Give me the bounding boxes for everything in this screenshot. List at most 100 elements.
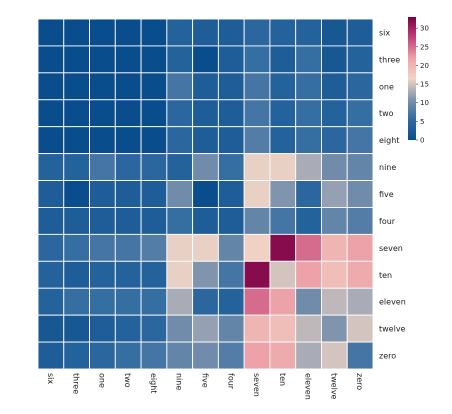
heatmap-cell-three-eleven (295, 45, 322, 74)
heatmap-cell-seven-four (217, 233, 245, 262)
heatmap-cell-three-ten (269, 45, 297, 74)
heatmap-cell-seven-three (63, 233, 90, 262)
heatmap-cell-two-one (89, 99, 116, 128)
heatmap-cell-one-six (37, 72, 65, 101)
row-label-six: six (379, 28, 390, 37)
heatmap-cell-zero-six (37, 341, 65, 370)
heatmap-cell-five-seven (243, 180, 271, 208)
heatmap-cell-twelve-five (192, 314, 219, 343)
colorbar-tick-label: 25 (420, 43, 429, 51)
heatmap-cell-one-zero (346, 72, 374, 101)
heatmap-cell-seven-one (89, 233, 116, 262)
heatmap-cell-five-zero (346, 180, 374, 208)
heatmap-cell-eight-twelve (321, 126, 348, 155)
heatmap-cell-eight-six (37, 126, 65, 155)
heatmap-cell-seven-seven (243, 233, 271, 262)
heatmap-cell-four-seven (243, 207, 271, 235)
row-label-eight: eight (379, 136, 399, 145)
row-label-nine: nine (379, 163, 396, 172)
heatmap-cell-six-ten (269, 18, 297, 47)
row-label-four: four (379, 217, 396, 226)
heatmap-cell-zero-two (114, 341, 142, 370)
heatmap-cell-nine-nine (166, 153, 194, 181)
heatmap-cell-six-two (114, 18, 142, 47)
column-label-five: five (201, 373, 210, 388)
heatmap-cell-eight-three (63, 126, 90, 155)
heatmap-cell-eight-eight (140, 126, 168, 155)
heatmap-cell-one-nine (166, 72, 194, 101)
row-label-one: one (379, 82, 394, 91)
heatmap-cell-one-two (114, 72, 142, 101)
heatmap-cell-eight-one (89, 126, 116, 155)
heatmap-cell-zero-one (89, 341, 116, 370)
heatmap-cell-eight-eleven (295, 126, 322, 155)
heatmap-cell-ten-two (114, 260, 142, 289)
heatmap-cell-seven-eleven (295, 233, 322, 262)
heatmap-cell-four-eleven (295, 207, 322, 235)
heatmap-cell-nine-five (192, 153, 219, 181)
column-label-nine: nine (175, 373, 184, 390)
heatmap-cell-eight-zero (346, 126, 374, 155)
heatmap-cell-four-nine (166, 207, 194, 235)
colorbar-gradient (408, 17, 416, 140)
row-label-three: three (379, 55, 400, 64)
column-tick-labels: six three one two eight nine five four seven ten e… (46, 373, 364, 400)
column-label-ten: ten (278, 373, 287, 386)
heatmap-cell-eleven-six (37, 287, 65, 316)
heatmap-cell-two-twelve (321, 99, 348, 128)
heatmap-cell-four-two (114, 207, 142, 235)
heatmap-cell-twelve-seven (243, 314, 271, 343)
heatmap-cell-five-two (114, 180, 142, 208)
heatmap-cell-six-four (217, 18, 245, 47)
heatmap-cell-eight-four (217, 126, 245, 155)
heatmap-cell-eight-nine (166, 126, 194, 155)
heatmap-cell-seven-two (114, 233, 142, 262)
heatmap-cell-nine-seven (243, 153, 271, 181)
column-label-two: two (123, 373, 132, 388)
heatmap-cells (37, 18, 374, 370)
column-label-four: four (226, 373, 235, 390)
heatmap-cell-seven-eight (140, 233, 168, 262)
heatmap-cell-nine-eleven (295, 153, 322, 181)
heatmap-cell-eleven-five (192, 287, 219, 316)
heatmap-cell-nine-four (217, 153, 245, 181)
heatmap-cell-five-eight (140, 180, 168, 208)
heatmap-cell-six-zero (346, 18, 374, 47)
heatmap-cell-two-three (63, 99, 90, 128)
row-label-five: five (379, 190, 394, 199)
heatmap-cell-three-one (89, 45, 116, 74)
heatmap-cell-eight-ten (269, 126, 297, 155)
heatmap-cell-six-eleven (295, 18, 322, 47)
row-label-ten: ten (379, 271, 392, 280)
heatmap-cell-seven-twelve (321, 233, 348, 262)
heatmap-cell-two-eleven (295, 99, 322, 128)
heatmap-cell-twelve-eleven (295, 314, 322, 343)
heatmap-cell-two-eight (140, 99, 168, 128)
heatmap-cell-zero-five (192, 341, 219, 370)
heatmap-cell-three-six (37, 45, 65, 74)
heatmap-cell-three-three (63, 45, 90, 74)
heatmap-cell-two-ten (269, 99, 297, 128)
column-label-seven: seven (252, 373, 261, 397)
heatmap-cell-ten-zero (346, 260, 374, 289)
heatmap-cell-ten-seven (243, 260, 271, 289)
heatmap-cell-one-twelve (321, 72, 348, 101)
heatmap-cell-eleven-one (89, 287, 116, 316)
heatmap-cell-three-zero (346, 45, 374, 74)
heatmap-cell-nine-zero (346, 153, 374, 181)
heatmap-cell-eleven-seven (243, 287, 271, 316)
heatmap-cell-one-eight (140, 72, 168, 101)
heatmap-cell-four-eight (140, 207, 168, 235)
heatmap-cell-twelve-zero (346, 314, 374, 343)
heatmap-cell-eleven-two (114, 287, 142, 316)
heatmap-cell-one-three (63, 72, 90, 101)
heatmap-cell-zero-four (217, 341, 245, 370)
heatmap-cell-one-one (89, 72, 116, 101)
heatmap-cell-eleven-eight (140, 287, 168, 316)
heatmap-cell-ten-twelve (321, 260, 348, 289)
column-label-six: six (46, 373, 55, 384)
heatmap-cell-five-one (89, 180, 116, 208)
heatmap-cell-twelve-one (89, 314, 116, 343)
heatmap-cell-zero-ten (269, 341, 297, 370)
heatmap-cell-ten-nine (166, 260, 194, 289)
